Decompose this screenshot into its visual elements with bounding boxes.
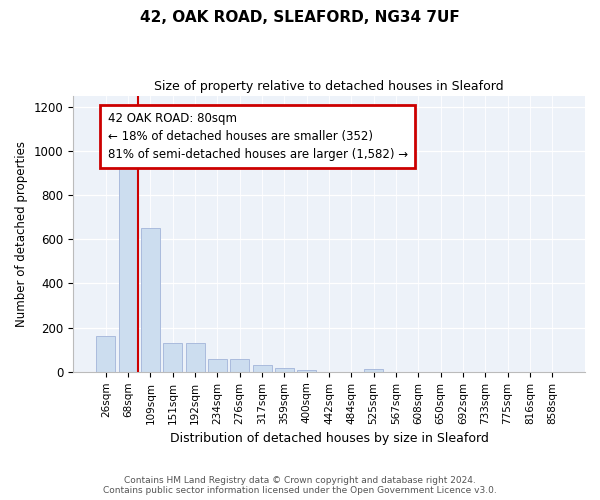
X-axis label: Distribution of detached houses by size in Sleaford: Distribution of detached houses by size …	[170, 432, 488, 445]
Bar	[297, 370, 316, 372]
Bar	[275, 368, 294, 372]
Bar	[96, 336, 115, 372]
Bar	[208, 359, 227, 372]
Y-axis label: Number of detached properties: Number of detached properties	[15, 140, 28, 326]
Bar	[163, 343, 182, 372]
Bar	[253, 365, 272, 372]
Text: 42 OAK ROAD: 80sqm
← 18% of detached houses are smaller (352)
81% of semi-detach: 42 OAK ROAD: 80sqm ← 18% of detached hou…	[107, 112, 407, 161]
Text: 42, OAK ROAD, SLEAFORD, NG34 7UF: 42, OAK ROAD, SLEAFORD, NG34 7UF	[140, 10, 460, 25]
Text: Contains HM Land Registry data © Crown copyright and database right 2024.
Contai: Contains HM Land Registry data © Crown c…	[103, 476, 497, 495]
Bar	[141, 228, 160, 372]
Bar	[185, 343, 205, 372]
Bar	[119, 166, 137, 372]
Bar	[230, 359, 249, 372]
Title: Size of property relative to detached houses in Sleaford: Size of property relative to detached ho…	[154, 80, 504, 93]
Bar	[364, 368, 383, 372]
